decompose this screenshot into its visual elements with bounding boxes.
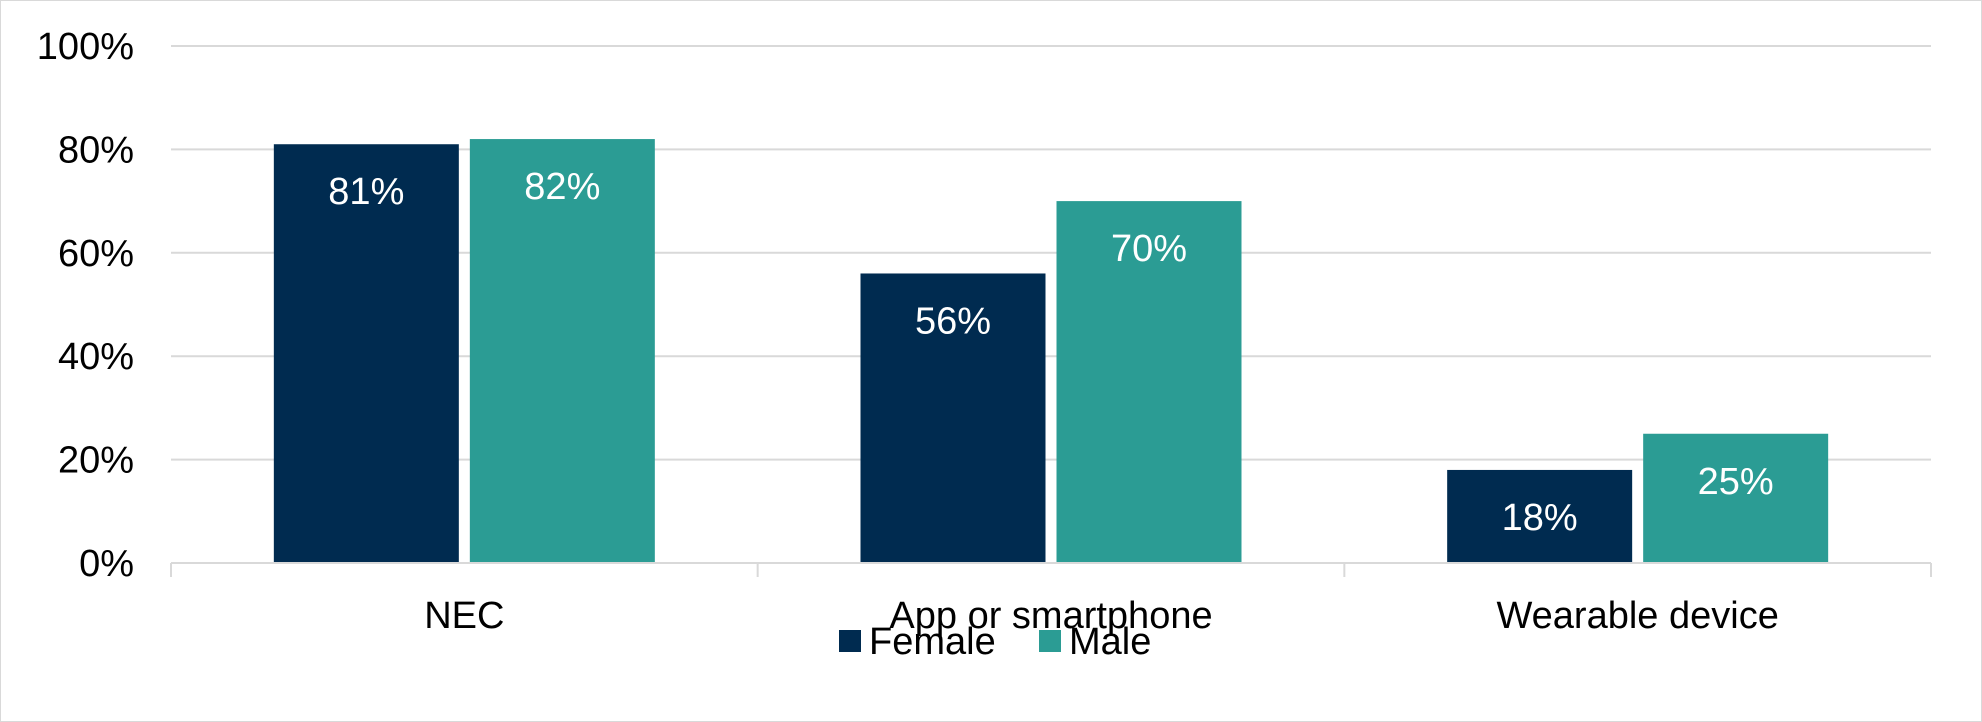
data-label: 81% <box>328 171 404 213</box>
legend-label-female: Female <box>869 621 996 663</box>
x-category-label: NEC <box>424 595 504 637</box>
data-labels: 81% 82% 56% 70% 18% 25% <box>328 166 1773 539</box>
bar-male-0 <box>469 139 655 563</box>
data-label: 82% <box>524 166 600 208</box>
data-label: 25% <box>1698 461 1774 503</box>
x-axis <box>170 562 1932 577</box>
data-label: 18% <box>1502 497 1578 539</box>
y-tick-label: 60% <box>58 233 134 275</box>
bars <box>273 139 1829 564</box>
gridlines <box>171 45 1931 461</box>
bar-female-1 <box>860 273 1046 563</box>
x-category-label: Wearable device <box>1496 595 1778 637</box>
y-tick-label: 100% <box>37 26 134 68</box>
bar-male-1 <box>1056 201 1242 563</box>
x-axis-category-labels: NEC App or smartphone Wearable device <box>424 595 1779 637</box>
legend-label-male: Male <box>1069 621 1151 663</box>
data-label: 70% <box>1111 228 1187 270</box>
y-tick-label: 20% <box>58 440 134 482</box>
y-tick-label: 40% <box>58 336 134 378</box>
bar-female-2 <box>1447 469 1633 563</box>
y-tick-label: 80% <box>58 129 134 171</box>
y-axis-tick-labels: 0% 20% 40% 60% 80% 100% <box>37 26 134 585</box>
legend: Female Male <box>839 621 1151 663</box>
bar-female-0 <box>273 144 459 564</box>
data-label: 56% <box>915 300 991 342</box>
y-tick-label: 0% <box>79 543 134 585</box>
bar-male-2 <box>1643 433 1829 563</box>
legend-swatch-female <box>839 630 861 652</box>
legend-swatch-male <box>1039 630 1061 652</box>
